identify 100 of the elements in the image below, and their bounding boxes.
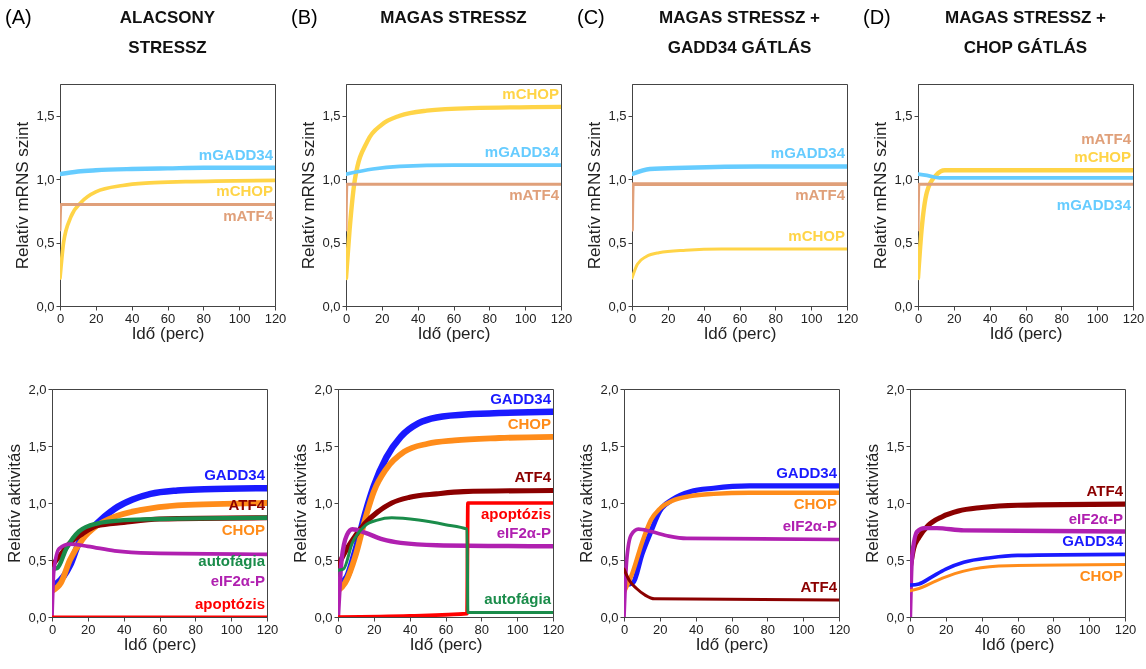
x-tick-label: 60 <box>152 621 168 637</box>
line-series <box>918 168 1133 281</box>
series-label: mGADD34 <box>770 144 846 162</box>
line-series <box>60 178 275 280</box>
series-label: ATF4 <box>800 577 838 595</box>
y-tick-label: 1,5 <box>894 108 913 124</box>
y-axis-title: Relatív aktivitás <box>5 443 25 564</box>
x-tick-label: 80 <box>768 310 784 326</box>
x-tick-label: 40 <box>410 310 426 326</box>
series-label: mGADD34 <box>1056 195 1132 213</box>
x-tick-label: 0 <box>620 621 629 637</box>
x-axis-title: Idő (perc) <box>981 634 1055 654</box>
x-tick-label: 100 <box>514 310 537 326</box>
x-tick-label: 60 <box>732 310 748 326</box>
x-tick-label: 20 <box>375 310 390 326</box>
x-tick-label: 0 <box>48 621 57 637</box>
y-tick-label: 0,0 <box>894 298 913 314</box>
x-tick-label: 80 <box>474 621 490 637</box>
chart-title: MAGAS STRESSZ + CHOP GÁTLÁS <box>944 8 1107 57</box>
x-tick-label: 60 <box>1010 621 1026 637</box>
x-tick-label: 120 <box>828 621 851 637</box>
series-label: autofágia <box>484 590 552 608</box>
series-label: mATF4 <box>223 206 274 224</box>
x-tick-label: 120 <box>256 621 279 637</box>
y-tick-label: 1,5 <box>28 438 47 454</box>
x-tick-label: 40 <box>124 310 140 326</box>
text: mATF4 <box>1081 130 1132 148</box>
y-axis-title: Relatív mRNS szint <box>585 121 605 270</box>
line-series <box>910 552 1125 587</box>
x-tick-label: 100 <box>1086 310 1109 326</box>
x-tick-label: 80 <box>1046 621 1062 637</box>
y-tick-label: 0,5 <box>36 235 55 251</box>
x-tick-label: 0 <box>628 310 637 326</box>
x-tick-label: 120 <box>1114 621 1137 637</box>
x-tick-label: 120 <box>550 310 573 326</box>
x-tick-label: 40 <box>974 621 990 637</box>
series-label: mGADD34 <box>484 143 560 161</box>
y-tick-label: 0,0 <box>608 298 627 314</box>
line-series <box>60 165 275 177</box>
y-tick-label: 0,5 <box>28 552 47 568</box>
line-series <box>346 104 561 281</box>
y-tick-label: 0,5 <box>314 552 333 568</box>
series-label: eIF2α-P <box>1068 509 1123 527</box>
series-label: mGADD34 <box>198 145 274 163</box>
x-axis-title: Idő (perc) <box>989 323 1063 343</box>
x-tick-label: 60 <box>438 621 454 637</box>
x-tick-label: 100 <box>228 310 251 326</box>
x-tick-label: 20 <box>661 310 676 326</box>
series-label: ATF4 <box>1086 482 1124 500</box>
x-tick-label: 20 <box>89 310 104 326</box>
x-axis-title: Idő (perc) <box>409 634 483 654</box>
series-label: mATF4 <box>795 186 846 204</box>
y-tick-label: 2,0 <box>28 381 47 397</box>
x-tick-label: 80 <box>196 310 212 326</box>
y-tick-label: 1,0 <box>314 495 333 511</box>
x-tick-label: 120 <box>1122 310 1145 326</box>
y-tick-label: 0,5 <box>894 235 913 251</box>
series-label: GADD34 <box>490 389 552 407</box>
series-label: CHOP <box>507 414 551 432</box>
line-series <box>632 247 847 280</box>
series-label: eIF2α-P <box>782 517 837 535</box>
x-tick-label: 60 <box>446 310 462 326</box>
x-tick-label: 80 <box>482 310 498 326</box>
x-tick-label: 100 <box>1078 621 1101 637</box>
series-label: mCHOP <box>216 182 273 200</box>
x-tick-label: 0 <box>56 310 65 326</box>
y-tick-label: 1,0 <box>894 171 913 187</box>
y-tick-label: 1,0 <box>28 495 47 511</box>
x-tick-label: 60 <box>160 310 176 326</box>
x-tick-label: 120 <box>836 310 859 326</box>
x-tick-label: 0 <box>906 621 915 637</box>
series-label: apoptózis <box>195 595 265 612</box>
text: (A) <box>5 6 32 28</box>
y-tick-label: 0,5 <box>322 235 341 251</box>
series-label: apoptózis <box>481 505 551 522</box>
x-axis-title: Idő (perc) <box>123 634 197 654</box>
series-label: GADD34 <box>204 466 266 484</box>
series-label: mCHOP <box>1074 148 1131 166</box>
x-tick-label: 40 <box>982 310 998 326</box>
text: autofágia <box>198 551 266 569</box>
y-tick-label: 1,0 <box>36 171 55 187</box>
series-label: eIF2α-P <box>210 572 265 590</box>
line-series <box>910 525 1125 617</box>
series-label: mCHOP <box>788 226 845 244</box>
series-label: mCHOP <box>502 84 559 102</box>
x-axis-title: Idő (perc) <box>695 634 769 654</box>
x-tick-label: 80 <box>1054 310 1070 326</box>
y-tick-label: 1,5 <box>600 438 619 454</box>
series-label: GADD34 <box>1062 532 1124 550</box>
series-label: mATF4 <box>509 186 560 204</box>
x-tick-label: 60 <box>1018 310 1034 326</box>
line-series <box>910 563 1125 593</box>
x-tick-label: 20 <box>367 621 382 637</box>
chart-title: MAGAS STRESSZ <box>380 8 527 27</box>
x-tick-label: 80 <box>188 621 204 637</box>
line-series <box>632 164 847 177</box>
series-label: CHOP <box>221 521 265 538</box>
x-tick-label: 20 <box>81 621 96 637</box>
line-series <box>346 163 561 176</box>
series-label: CHOP <box>793 494 837 512</box>
